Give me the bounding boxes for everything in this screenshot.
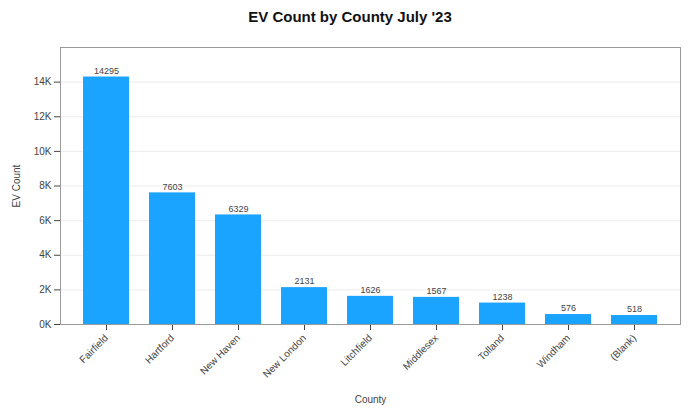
svg-text:7603: 7603	[162, 182, 182, 192]
svg-text:EV Count: EV Count	[11, 164, 22, 207]
svg-text:10K: 10K	[34, 146, 52, 157]
svg-text:2131: 2131	[294, 276, 314, 286]
svg-text:(Blank): (Blank)	[608, 332, 638, 362]
svg-text:Litchfield: Litchfield	[338, 332, 374, 368]
svg-text:1567: 1567	[426, 286, 446, 296]
svg-text:1238: 1238	[492, 292, 512, 302]
svg-text:Fairfield: Fairfield	[77, 332, 110, 365]
svg-text:14295: 14295	[94, 66, 119, 76]
svg-text:New London: New London	[261, 332, 308, 379]
svg-text:Tolland: Tolland	[476, 332, 506, 362]
svg-text:14K: 14K	[34, 76, 52, 87]
svg-text:County: County	[355, 394, 387, 405]
svg-text:1626: 1626	[360, 285, 380, 295]
svg-text:2K: 2K	[39, 284, 52, 295]
svg-text:Middlesex: Middlesex	[401, 332, 441, 372]
svg-text:Hartford: Hartford	[143, 332, 176, 365]
svg-text:6K: 6K	[39, 215, 52, 226]
svg-text:6329: 6329	[228, 204, 248, 214]
svg-text:4K: 4K	[39, 249, 52, 260]
svg-text:Windham: Windham	[535, 332, 573, 370]
svg-text:New Haven: New Haven	[198, 332, 242, 376]
svg-text:12K: 12K	[34, 111, 52, 122]
svg-text:518: 518	[627, 304, 642, 314]
html-text:EV Count by County July '23: EV Count by County July '23	[248, 8, 452, 25]
svg-text:0K: 0K	[39, 319, 52, 330]
svg-text:576: 576	[561, 303, 576, 313]
svg-text:8K: 8K	[39, 180, 52, 191]
